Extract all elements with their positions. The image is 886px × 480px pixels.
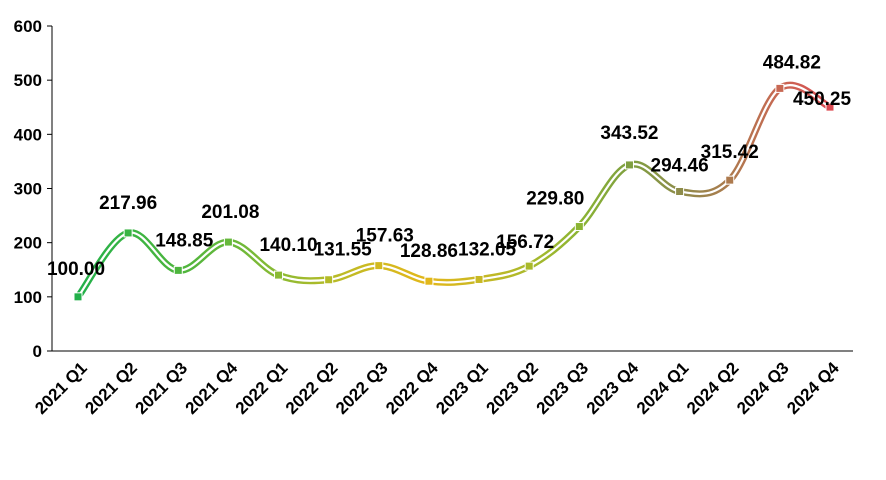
data-point xyxy=(675,187,685,197)
x-tick-label: 2023 Q4 xyxy=(583,358,643,418)
data-point xyxy=(624,160,634,170)
x-tick-label: 2023 Q1 xyxy=(432,358,492,418)
x-tick-label: 2022 Q1 xyxy=(232,358,292,418)
data-label: 229.80 xyxy=(526,189,584,210)
data-label: 157.63 xyxy=(356,226,414,247)
y-tick-label: 200 xyxy=(14,234,42,253)
data-point xyxy=(324,275,334,285)
data-label: 294.46 xyxy=(651,156,709,177)
x-tick-label: 2022 Q4 xyxy=(382,358,442,418)
data-label: 201.08 xyxy=(201,202,259,223)
data-point xyxy=(123,228,133,238)
data-label: 484.82 xyxy=(763,52,821,73)
x-tick-label: 2024 Q1 xyxy=(633,358,693,418)
data-point xyxy=(73,292,83,302)
data-point xyxy=(474,274,484,284)
data-point xyxy=(775,83,785,93)
data-point xyxy=(374,261,384,271)
y-tick-label: 300 xyxy=(14,180,42,199)
x-tick-label: 2021 Q1 xyxy=(31,358,91,418)
data-label: 450.25 xyxy=(793,89,852,110)
data-label: 156.72 xyxy=(496,232,554,253)
y-tick-label: 500 xyxy=(14,71,42,90)
data-point xyxy=(574,222,584,232)
data-label: 140.10 xyxy=(259,235,317,256)
x-tick-label: 2022 Q2 xyxy=(282,358,342,418)
y-axis: 0 100 200 300 400 500 600 xyxy=(14,17,53,361)
y-tick-label: 100 xyxy=(14,288,42,307)
data-label: 128.86 xyxy=(400,241,458,262)
y-tick-label: 400 xyxy=(14,125,42,144)
x-tick-label: 2024 Q4 xyxy=(783,358,843,418)
series-line xyxy=(74,81,834,301)
data-point xyxy=(524,261,534,271)
data-point xyxy=(725,175,735,185)
data-labels: 100.00 217.96 148.85 201.08140.10131.55157.… xyxy=(47,52,852,279)
data-point xyxy=(424,276,434,286)
x-tick-label: 2021 Q2 xyxy=(81,358,141,418)
x-tick-label: 2022 Q3 xyxy=(332,358,392,418)
data-label: 131.55 xyxy=(314,240,373,261)
data-label: 132.05 xyxy=(458,239,517,260)
series-line-inner xyxy=(76,84,832,298)
x-tick-label: 2023 Q3 xyxy=(533,358,593,418)
data-label: 148.85 xyxy=(155,230,214,251)
data-point xyxy=(274,270,284,280)
data-point xyxy=(223,237,233,247)
data-label: 100.00 xyxy=(47,259,105,280)
x-tick-label: 2021 Q4 xyxy=(182,358,242,418)
y-tick-label: 600 xyxy=(14,17,42,36)
y-tick-label: 0 xyxy=(33,342,42,361)
data-point xyxy=(825,102,835,112)
data-label: 315.42 xyxy=(701,142,759,163)
x-tick-label: 2023 Q2 xyxy=(482,358,542,418)
data-point xyxy=(173,265,183,275)
data-label: 343.52 xyxy=(600,123,658,144)
x-tick-label: 2024 Q3 xyxy=(733,358,793,418)
x-tick-label: 2021 Q3 xyxy=(132,358,192,418)
data-points xyxy=(73,83,835,302)
x-tick-label: 2024 Q2 xyxy=(683,358,743,418)
data-label: 217.96 xyxy=(99,193,157,214)
